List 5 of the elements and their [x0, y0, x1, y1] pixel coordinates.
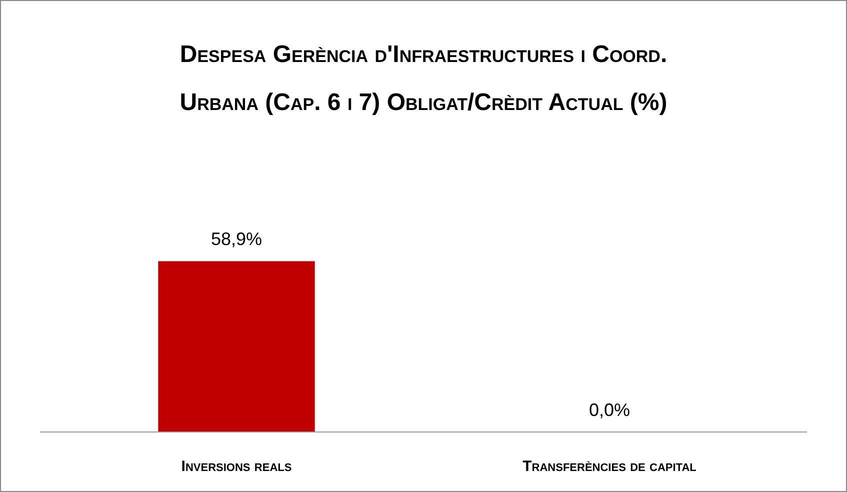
data-label: 58,9%	[210, 229, 262, 250]
data-label: 0,0%	[588, 400, 630, 420]
x-tick-label: Inversions reals	[181, 458, 292, 475]
chart-title: Despesa Gerència d'Infraestructures i Coord. Urbana (Cap. 6 i 7) Obligat/Crèdit Actual (%)	[180, 41, 668, 116]
x-tick-label: Transferències de capital	[522, 458, 697, 475]
